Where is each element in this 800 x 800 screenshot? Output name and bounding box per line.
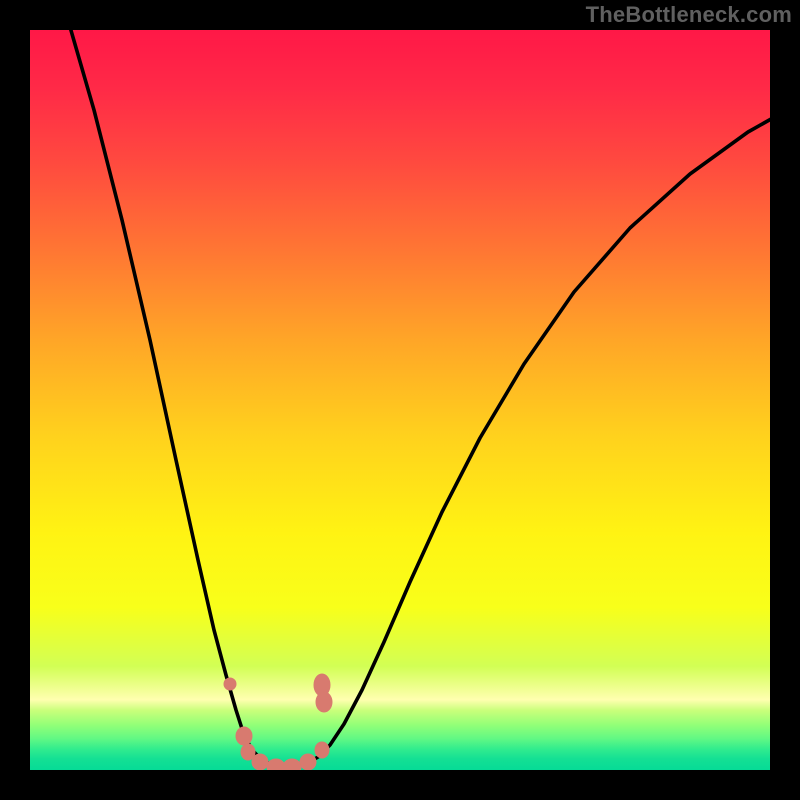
watermark-text: TheBottleneck.com	[586, 2, 792, 28]
plot-area	[30, 30, 770, 770]
curve-marker	[236, 727, 252, 745]
curve-layer	[30, 30, 770, 770]
curve-marker	[316, 692, 332, 712]
bottleneck-curve	[68, 30, 770, 767]
curve-marker	[252, 754, 268, 770]
curve-marker	[267, 759, 285, 770]
chart-frame: TheBottleneck.com	[0, 0, 800, 800]
curve-marker	[224, 678, 236, 690]
curve-marker	[283, 759, 301, 770]
curve-marker	[315, 742, 329, 758]
curve-marker	[300, 754, 316, 770]
